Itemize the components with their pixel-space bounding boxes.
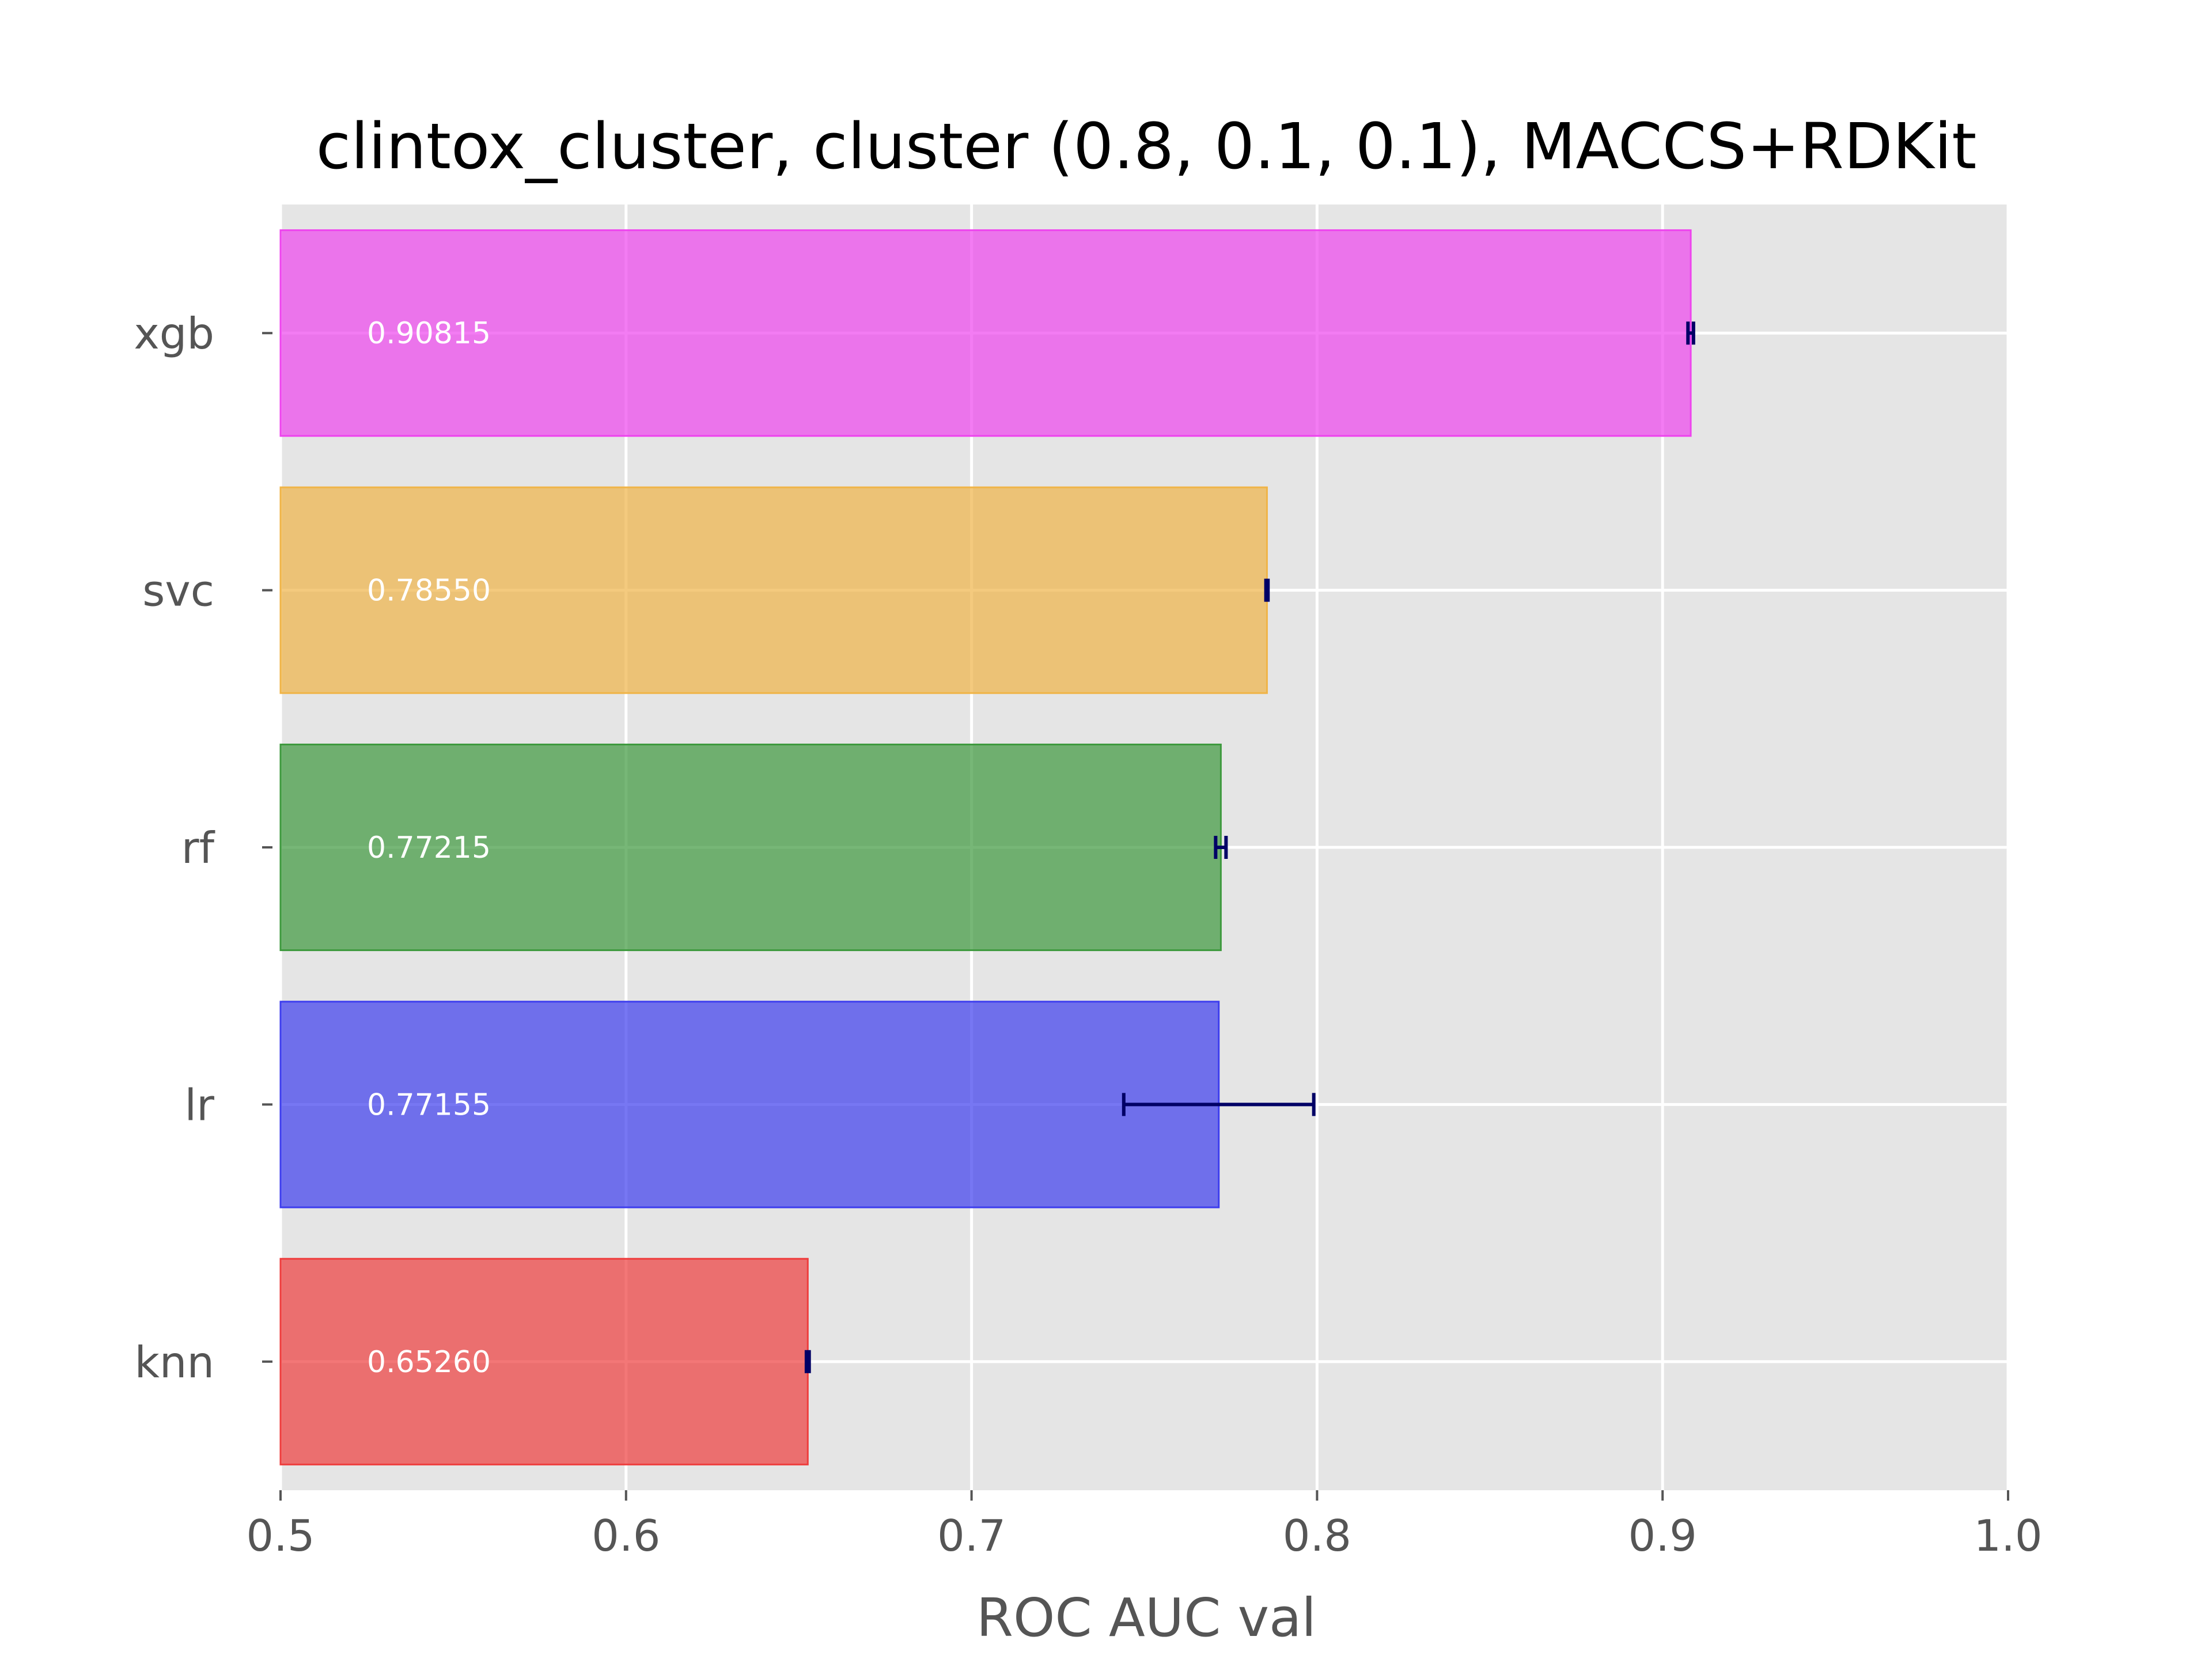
bar-xgb	[279, 229, 1692, 437]
x-axis-ticks: 0.5 0.6 0.7 0.8 0.9 1.0	[246, 1490, 2043, 1561]
y-tick-label-rf: rf	[181, 823, 215, 873]
value-labels: 0.90815 0.78550 0.77215 0.77155 0.65260	[367, 316, 491, 1380]
value-label-lr: 0.77155	[367, 1088, 491, 1122]
bars	[279, 229, 1692, 1465]
x-tick-label: 0.7	[937, 1510, 1006, 1561]
value-label-knn: 0.65260	[367, 1345, 491, 1380]
x-tick-label: 0.8	[1283, 1510, 1351, 1561]
y-tick-label-knn: knn	[134, 1337, 214, 1388]
x-tick-label: 0.6	[592, 1510, 660, 1561]
value-label-rf: 0.77215	[367, 831, 491, 865]
value-label-svc: 0.78550	[367, 574, 491, 608]
error-bars	[804, 321, 1695, 1373]
x-tick-label: 0.9	[1628, 1510, 1697, 1561]
value-label-xgb: 0.90815	[367, 316, 491, 351]
y-tick-label-xgb: xgb	[134, 308, 214, 359]
y-axis-ticks: xgb svc rf lr knn	[134, 308, 272, 1388]
y-tick-label-svc: svc	[142, 566, 214, 616]
y-tick-label-lr: lr	[184, 1080, 214, 1130]
bar-rf	[279, 743, 1222, 952]
x-axis-label: ROC AUC val	[976, 1587, 1316, 1649]
chart-title: clintox_cluster, cluster (0.8, 0.1, 0.1)…	[316, 109, 1977, 183]
x-tick-label: 0.5	[246, 1510, 315, 1561]
x-tick-label: 1.0	[1974, 1510, 2042, 1561]
bar-knn	[279, 1257, 809, 1465]
